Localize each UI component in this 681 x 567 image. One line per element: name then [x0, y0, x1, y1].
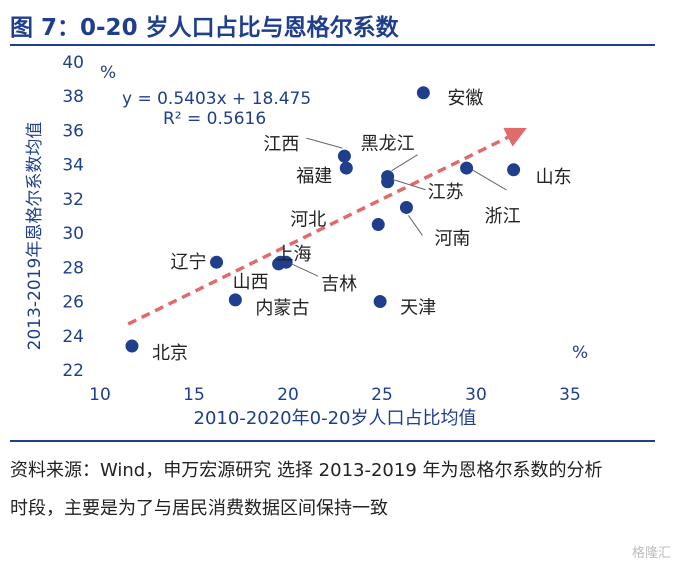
r-squared: R² = 0.5616	[163, 109, 266, 129]
source-note: 资料来源：Wind，申万宏源研究 选择 2013-2019 年为恩格尔系数的分析…	[10, 460, 603, 519]
leader-line	[391, 154, 418, 172]
figure-title: 图 7：0-20 岁人口占比与恩格尔系数	[10, 15, 399, 41]
data-point	[210, 255, 224, 269]
data-point	[399, 200, 413, 214]
data-point	[337, 149, 351, 163]
leader-line	[393, 179, 426, 191]
y-tick-label: 22	[62, 361, 84, 381]
y-unit: %	[100, 63, 116, 83]
x-tick-label: 20	[277, 385, 299, 405]
point-label: 黑龙江	[361, 134, 415, 155]
data-point	[416, 86, 430, 100]
y-tick-label: 38	[62, 87, 84, 107]
data-point	[371, 218, 385, 232]
point-label: 河北	[290, 210, 326, 231]
y-tick-label: 26	[62, 293, 84, 313]
point-label: 山西	[233, 272, 269, 293]
y-tick-label: 34	[62, 156, 84, 176]
x-tick-label: 15	[183, 385, 205, 405]
data-point	[507, 163, 521, 177]
leader-line	[306, 137, 343, 149]
data-point	[373, 295, 387, 309]
point-label: 北京	[152, 343, 188, 364]
y-tick-label: 28	[62, 258, 84, 278]
point-label: 内蒙古	[255, 298, 309, 319]
y-tick-label: 32	[62, 190, 84, 210]
x-unit: %	[572, 343, 588, 363]
data-point	[339, 161, 353, 175]
point-label: 吉林	[321, 274, 357, 295]
x-tick-label: 35	[559, 385, 581, 405]
x-tick-label: 10	[89, 385, 111, 405]
footer-divider	[10, 440, 655, 442]
leader-line	[408, 215, 423, 236]
point-label: 上海	[275, 244, 311, 265]
title-divider	[10, 44, 655, 46]
point-label: 辽宁	[171, 252, 207, 273]
point-label: 河南	[434, 228, 470, 249]
data-point	[460, 161, 474, 175]
leader-line	[291, 263, 319, 277]
data-points	[125, 86, 521, 353]
regression-equation: y = 0.5403x + 18.475	[122, 89, 311, 109]
y-axis-label: 2013-2019年恩格尔系数均值	[25, 122, 45, 351]
y-tick-label: 36	[62, 121, 84, 141]
point-label: 山东	[536, 167, 572, 188]
y-tick-label: 30	[62, 224, 84, 244]
trendline-group	[127, 127, 527, 326]
point-label: 江西	[263, 134, 299, 155]
watermark: 格隆汇	[631, 546, 671, 561]
point-label: 安徽	[447, 88, 483, 109]
point-label: 浙江	[485, 206, 521, 227]
data-point	[279, 255, 293, 269]
y-tick-label: 24	[62, 327, 84, 347]
y-tick-label: 40	[62, 53, 84, 73]
x-tick-label: 30	[465, 385, 487, 405]
data-point	[125, 339, 139, 353]
point-label: 天津	[400, 298, 436, 319]
point-label: 江苏	[428, 182, 464, 203]
x-tick-label: 25	[371, 385, 393, 405]
trendline	[127, 127, 527, 326]
leader-line	[472, 169, 507, 191]
data-point	[228, 293, 242, 307]
chart-axes: 22 24 26 28 30 32 34 36 38 40 10 15 20 25 30 35	[62, 53, 580, 405]
data-point	[381, 175, 395, 189]
point-label: 福建	[296, 166, 332, 187]
x-axis-label: 2010-2020年0-20岁人口占比均值	[194, 408, 477, 429]
